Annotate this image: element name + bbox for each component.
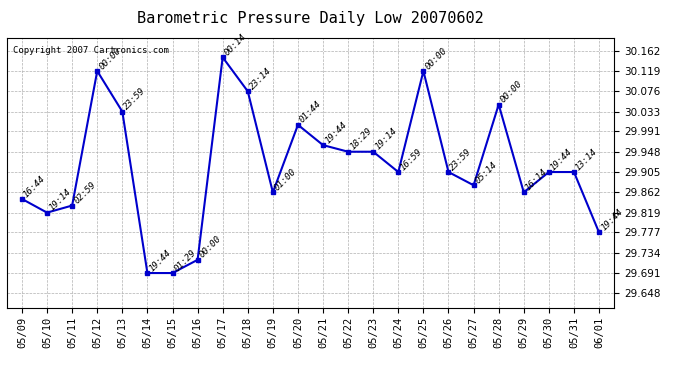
Text: 19:44: 19:44 [323, 120, 348, 145]
Text: Copyright 2007 Cartronics.com: Copyright 2007 Cartronics.com [13, 46, 169, 55]
Text: 19:14: 19:14 [47, 187, 72, 213]
Text: 00:00: 00:00 [424, 46, 448, 71]
Text: 02:59: 02:59 [72, 180, 97, 206]
Text: 16:59: 16:59 [398, 147, 424, 172]
Text: 19:14: 19:14 [373, 126, 399, 152]
Text: 23:14: 23:14 [248, 66, 273, 91]
Text: 16:14: 16:14 [524, 167, 549, 192]
Text: 16:44: 16:44 [22, 174, 48, 199]
Text: 18:29: 18:29 [348, 126, 373, 152]
Text: 01:29: 01:29 [172, 248, 198, 273]
Text: 19:44: 19:44 [148, 248, 172, 273]
Text: 23:59: 23:59 [448, 147, 474, 172]
Text: 00:00: 00:00 [499, 79, 524, 105]
Text: 00:00: 00:00 [197, 234, 223, 260]
Text: 19:44: 19:44 [599, 207, 624, 232]
Text: Barometric Pressure Daily Low 20070602: Barometric Pressure Daily Low 20070602 [137, 11, 484, 26]
Text: 13:14: 13:14 [574, 147, 600, 172]
Text: 05:14: 05:14 [473, 160, 499, 185]
Text: 01:44: 01:44 [298, 99, 324, 125]
Text: 19:44: 19:44 [549, 147, 574, 172]
Text: 23:59: 23:59 [122, 86, 148, 112]
Text: 00:00: 00:00 [97, 46, 123, 71]
Text: 01:00: 01:00 [273, 167, 298, 192]
Text: 00:14: 00:14 [223, 32, 248, 57]
